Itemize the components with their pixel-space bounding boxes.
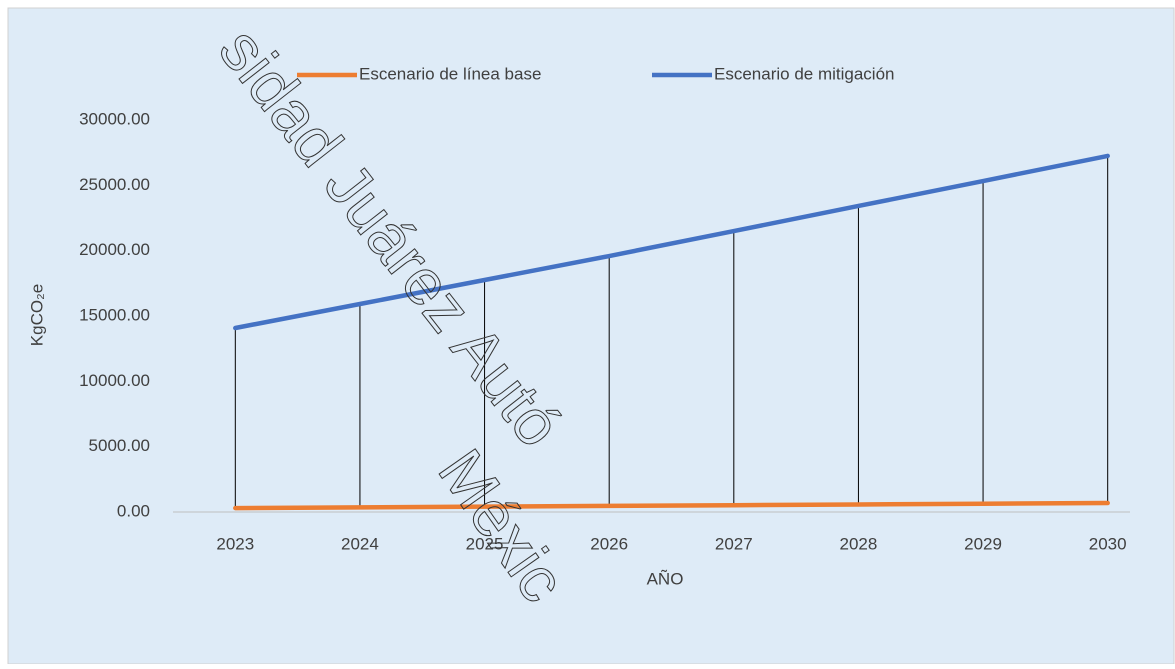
y-axis-title: KgCO₂e xyxy=(27,284,46,346)
legend-label: Escenario de mitigación xyxy=(714,64,894,83)
x-tick-label: 2025 xyxy=(466,534,504,553)
x-tick-label: 2024 xyxy=(341,534,379,553)
legend-label: Escenario de línea base xyxy=(359,64,541,83)
y-tick-label: 5000.00 xyxy=(89,436,150,455)
y-tick-label: 20000.00 xyxy=(79,240,150,259)
x-tick-label: 2028 xyxy=(840,534,878,553)
series-line xyxy=(233,500,1110,511)
y-tick-label: 10000.00 xyxy=(79,371,150,390)
y-tick-label: 25000.00 xyxy=(79,175,150,194)
x-axis-title: AÑO xyxy=(647,569,684,588)
x-tick-label: 2030 xyxy=(1089,534,1127,553)
series-line xyxy=(233,153,1110,331)
x-tick-label: 2027 xyxy=(715,534,753,553)
y-tick-label: 15000.00 xyxy=(79,305,150,324)
y-tick-label: 30000.00 xyxy=(79,109,150,128)
y-tick-label: 0.00 xyxy=(117,501,150,520)
x-tick-label: 2026 xyxy=(590,534,628,553)
chart-background xyxy=(7,7,1175,665)
x-tick-label: 2023 xyxy=(216,534,254,553)
x-tick-label: 2029 xyxy=(964,534,1002,553)
